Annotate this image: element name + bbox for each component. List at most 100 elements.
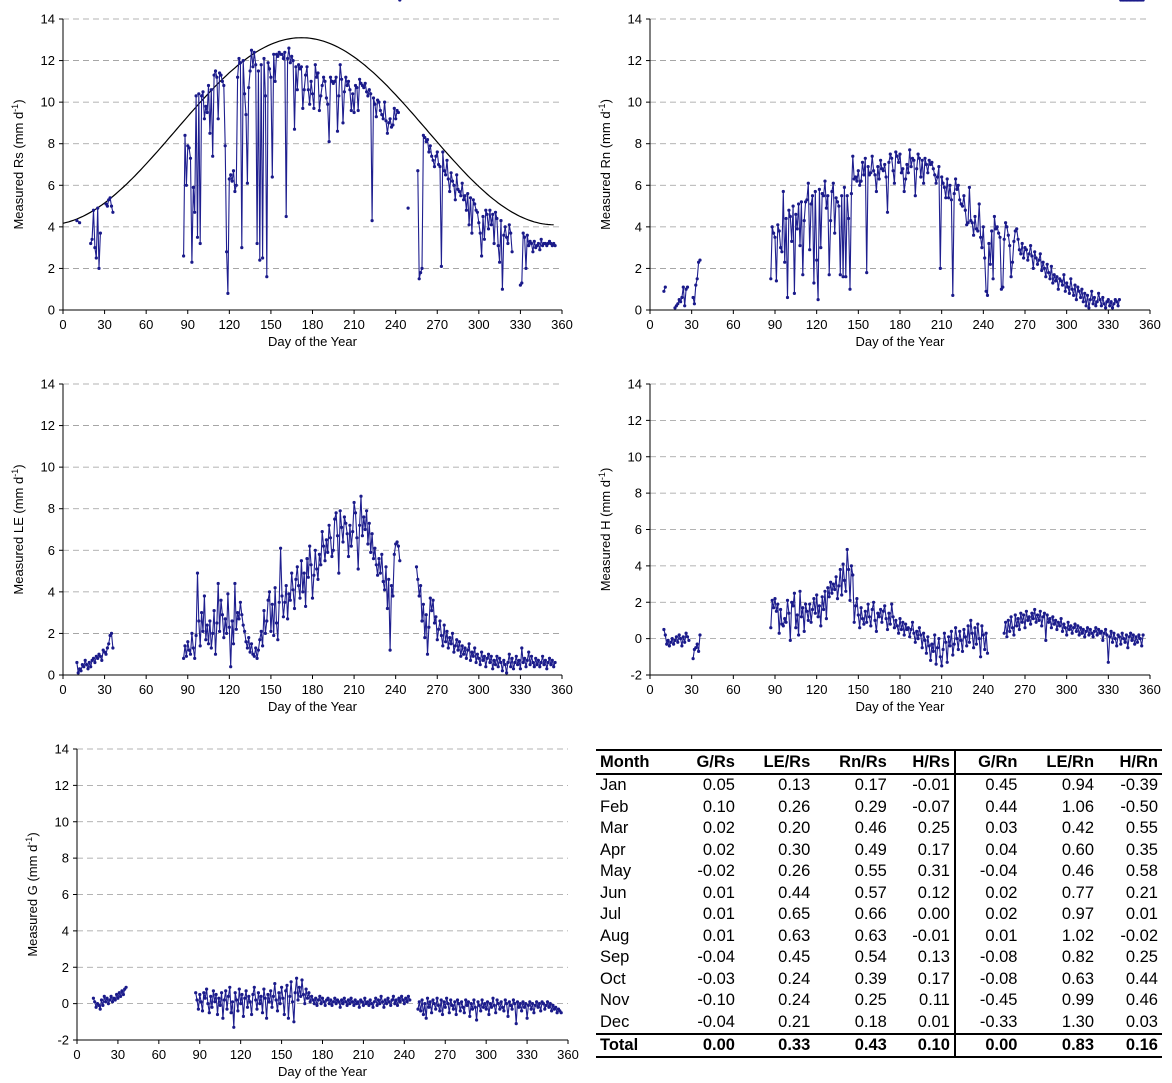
data-point <box>463 646 467 650</box>
data-point <box>538 665 542 669</box>
data-point <box>802 629 806 633</box>
data-point <box>806 618 810 622</box>
data-point <box>981 633 985 637</box>
y-axis-title-text: Measured Rs (mm d <box>11 112 26 230</box>
data-point <box>1005 225 1009 229</box>
data-point <box>357 1005 361 1009</box>
data-point <box>694 646 698 650</box>
data-point <box>82 665 86 669</box>
x-tick-label: 360 <box>551 317 573 332</box>
data-point <box>845 547 849 552</box>
data-point <box>100 658 104 662</box>
data-point <box>469 1002 473 1006</box>
data-point <box>1010 260 1015 264</box>
y-axis-title-text: Measured LE (mm d <box>11 477 26 595</box>
data-point <box>1099 629 1103 633</box>
data-point <box>392 552 396 556</box>
data-point <box>344 521 348 525</box>
data-point <box>1113 637 1117 641</box>
y-tick-label: 0 <box>635 631 642 646</box>
data-point <box>1041 615 1045 619</box>
data-point <box>877 615 881 619</box>
data-point <box>919 175 923 179</box>
data-point <box>830 189 834 194</box>
data-point <box>809 620 813 624</box>
data-point <box>538 248 542 252</box>
data-point <box>948 644 952 648</box>
data-point <box>424 1016 428 1020</box>
ratio-cell: 0.46 <box>1125 991 1158 1010</box>
data-point <box>502 1009 506 1013</box>
data-point <box>194 94 198 98</box>
ratio-cell: 0.63 <box>778 926 811 945</box>
data-point <box>1097 291 1101 295</box>
data-point <box>98 231 102 235</box>
data-point <box>858 183 862 187</box>
data-point <box>188 652 193 656</box>
data-point <box>873 173 877 177</box>
data-point <box>683 304 687 308</box>
data-point <box>265 619 269 623</box>
data-point <box>1006 233 1010 237</box>
data-point <box>377 557 381 561</box>
x-tick-label: 300 <box>475 1047 497 1062</box>
y-axis-title: Measured H (mm d-1) <box>597 468 613 592</box>
data-point <box>187 648 191 652</box>
ratio-cell: 0.44 <box>985 797 1018 816</box>
data-point <box>117 991 121 995</box>
data-point <box>320 996 325 1000</box>
data-point <box>89 665 93 669</box>
data-point <box>1126 646 1130 650</box>
data-point <box>486 652 491 656</box>
data-point <box>212 609 216 613</box>
data-point <box>528 1000 532 1004</box>
data-point <box>484 208 488 212</box>
data-point <box>93 660 97 665</box>
data-point <box>428 1000 432 1004</box>
data-point <box>808 602 812 606</box>
data-point <box>977 202 981 206</box>
data-point <box>222 998 226 1002</box>
data-point <box>1029 244 1033 248</box>
data-point <box>926 635 930 639</box>
data-point <box>995 225 999 229</box>
data-point <box>881 169 885 173</box>
data-point <box>186 640 190 644</box>
data-point <box>495 216 499 221</box>
y-tick-label: 2 <box>62 960 69 975</box>
x-tick-label: 300 <box>1056 682 1078 697</box>
data-point <box>917 156 921 160</box>
data-point <box>312 106 316 110</box>
data-point <box>787 611 791 615</box>
data-point <box>522 1005 527 1009</box>
series-line <box>183 48 399 294</box>
data-point <box>299 559 303 563</box>
data-point <box>416 169 420 173</box>
data-point <box>890 602 894 606</box>
x-tick-label: 180 <box>302 682 324 697</box>
ratio-cell: 0.55 <box>1125 819 1158 838</box>
data-point <box>96 656 100 660</box>
data-point <box>322 544 326 548</box>
ratio-cell: -0.08 <box>979 948 1018 967</box>
data-point <box>263 631 267 635</box>
data-point <box>446 177 450 181</box>
data-point <box>1008 629 1012 633</box>
clear-sky-envelope <box>62 37 554 226</box>
data-point <box>826 586 830 590</box>
data-point <box>510 250 514 254</box>
data-point <box>374 115 378 119</box>
data-point <box>545 667 549 671</box>
ratio-cell: -0.08 <box>979 969 1018 988</box>
data-point <box>462 198 466 202</box>
data-point <box>79 669 83 673</box>
data-point <box>979 235 983 239</box>
data-point <box>1065 281 1069 285</box>
data-point <box>930 160 934 164</box>
data-point <box>252 985 256 989</box>
ratio-table-body: Jan 0.05 0.13 0.17 -0.01 0.45 0.94 -0.39 Feb 0.10… <box>596 773 1162 1034</box>
data-point <box>816 615 820 619</box>
data-point <box>193 656 197 660</box>
data-point <box>862 173 866 177</box>
data-point <box>416 1007 420 1011</box>
